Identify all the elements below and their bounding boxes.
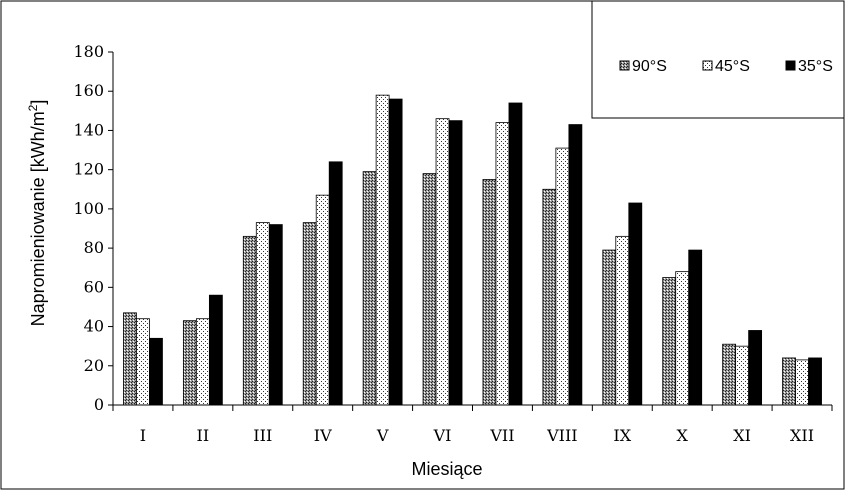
y-tick-label: 60 xyxy=(84,277,104,296)
bar-35S-VI xyxy=(448,120,463,406)
x-tick-label: III xyxy=(253,426,272,445)
bar-90S-IV xyxy=(302,222,317,406)
y-tick-label: 80 xyxy=(84,238,104,257)
x-tick-label: I xyxy=(140,426,146,445)
x-tick-label: IX xyxy=(613,426,631,445)
bar-45S-VIII xyxy=(555,147,570,406)
bar-35S-VIII xyxy=(568,124,583,406)
legend-box xyxy=(591,0,845,119)
x-tick-label: V xyxy=(376,426,389,445)
bar-45S-III xyxy=(255,222,270,406)
bar-90S-IX xyxy=(602,249,617,406)
y-tick-label: 100 xyxy=(73,199,104,218)
x-tick-label: XI xyxy=(733,426,751,445)
bar-90S-VIII xyxy=(542,188,557,406)
bar-35S-III xyxy=(268,224,283,406)
y-tick-label: 160 xyxy=(73,81,104,100)
y-tick-label: 20 xyxy=(84,356,104,375)
bar-35S-XII xyxy=(808,357,822,406)
y-tick-label: 40 xyxy=(84,317,104,336)
bar-35S-XI xyxy=(748,330,763,406)
bar-45S-II xyxy=(195,318,210,406)
legend-swatch xyxy=(619,60,630,71)
bar-45S-IX xyxy=(615,235,630,406)
bar-35S-V xyxy=(388,98,403,406)
bar-90S-I xyxy=(123,312,137,406)
x-tick-label: II xyxy=(197,426,210,445)
y-tick-label: 180 xyxy=(73,42,104,61)
bar-45S-X xyxy=(675,271,690,406)
bar-90S-II xyxy=(182,320,197,406)
legend-swatch xyxy=(785,60,796,71)
bar-90S-XI xyxy=(722,343,737,406)
legend-label: 45°S xyxy=(715,58,750,75)
bar-90S-VII xyxy=(482,179,497,406)
bar-90S-VI xyxy=(422,173,437,406)
legend-swatch xyxy=(702,60,713,71)
bar-45S-IV xyxy=(315,194,330,406)
legend-label: 35°S xyxy=(798,58,833,75)
bar-45S-I xyxy=(136,318,150,406)
bar-90S-XII xyxy=(782,357,796,406)
bar-35S-VII xyxy=(508,102,523,406)
x-tick-label: X xyxy=(677,426,689,445)
x-axis-title: Miesiące xyxy=(411,459,482,479)
bar-35S-IV xyxy=(328,161,343,406)
bar-35S-II xyxy=(208,294,223,406)
x-tick-label: VII xyxy=(489,426,514,445)
y-tick-label: 0 xyxy=(94,395,104,414)
bar-90S-V xyxy=(362,171,377,406)
legend-label: 90°S xyxy=(632,58,667,75)
bar-90S-III xyxy=(242,235,257,406)
bar-35S-X xyxy=(688,249,703,406)
bar-35S-I xyxy=(149,337,163,406)
legend: 90°S 45°S 35°S xyxy=(591,0,845,119)
bar-45S-VI xyxy=(435,118,450,406)
x-tick-label: VIII xyxy=(546,426,578,445)
bar-45S-XII xyxy=(795,359,809,406)
x-tick-label: XII xyxy=(790,426,814,445)
bar-35S-IX xyxy=(628,202,643,406)
bar-90S-X xyxy=(662,277,677,406)
y-tick-label: 140 xyxy=(73,120,104,139)
y-tick-label: 120 xyxy=(73,160,104,179)
bar-45S-XI xyxy=(735,345,750,406)
x-tick-label: IV xyxy=(314,426,332,445)
bar-45S-V xyxy=(375,94,390,406)
x-tick-label: VI xyxy=(433,426,452,445)
y-axis-title: Napromieniowanie [kWh/m2] xyxy=(26,100,48,327)
bar-45S-VII xyxy=(495,122,510,406)
